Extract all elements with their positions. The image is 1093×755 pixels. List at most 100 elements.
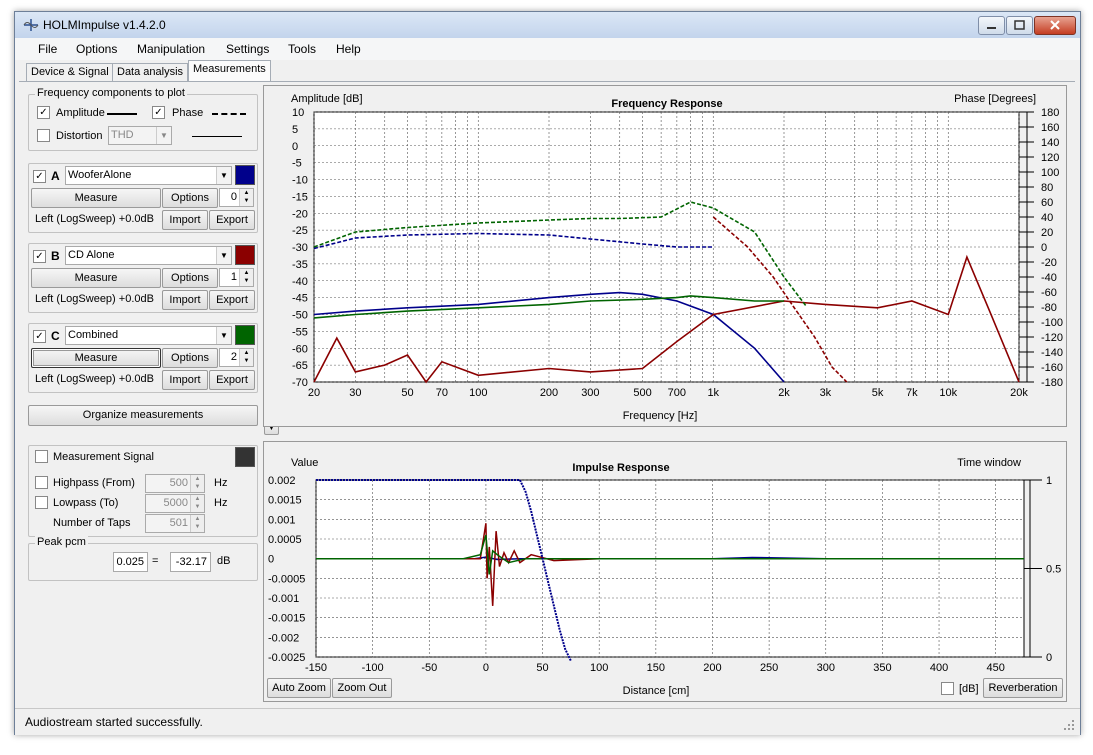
y-tick-label: -25 [292,225,308,237]
measurement-c-checkbox[interactable]: ✓ [33,330,46,343]
measurement-c-color-swatch[interactable] [235,325,255,345]
tab-device-signal[interactable]: Device & Signal [26,63,114,81]
reverberation-button[interactable]: Reverberation [983,678,1063,698]
spinner-arrows-icon[interactable]: ▲ ▼ [239,189,253,206]
y-tick-label: -0.0015 [268,613,305,625]
zoom-out-button[interactable]: Zoom Out [332,678,392,698]
y2-tick-label: 0 [1046,652,1052,664]
y2-tick-label: -60 [1041,287,1057,299]
measurement-a-panel: ✓ A WooferAlone ▼ Measure Options 0 ▲ ▼ L… [28,163,258,233]
distortion-checkbox[interactable] [37,129,50,142]
y-tick-label: -5 [292,158,302,170]
spinner-arrows-icon[interactable]: ▲ ▼ [239,349,253,366]
close-button[interactable] [1034,16,1076,35]
measurement-a-measure-button[interactable]: Measure [31,188,161,208]
highpass-checkbox[interactable] [35,476,48,489]
tab-measurements[interactable]: Measurements [188,60,271,82]
x-tick-label: 20 [308,387,320,399]
taps-spinner[interactable]: 501 ▲ ▼ [145,514,205,533]
measurement-a-import-button[interactable]: Import [162,210,208,230]
peak-pcm-value: 0.025 [113,552,148,572]
measurement-b-options-button[interactable]: Options [162,268,218,288]
amplitude-checkbox[interactable]: ✓ [37,106,50,119]
menu-options[interactable]: Options [76,42,118,56]
measurement-signal-checkbox[interactable] [35,450,48,463]
measurement-b-import-button[interactable]: Import [162,290,208,310]
organize-measurements-button[interactable]: Organize measurements [28,405,258,426]
measurement-a-checkbox[interactable]: ✓ [33,170,46,183]
measurement-a-source: Left (LogSweep) +0.0dB [35,213,154,225]
y-tick-label: -0.002 [268,632,299,644]
y2-tick-label: 20 [1041,227,1053,239]
db-checkbox[interactable] [941,682,954,695]
y-tick-label: -0.0005 [268,573,305,585]
spinner-arrows-icon[interactable]: ▲ ▼ [190,515,204,532]
peak-equals: = [152,555,159,567]
measurement-c-measure-button[interactable]: Measure [31,348,161,368]
measurement-c-export-button[interactable]: Export [209,370,255,390]
measurement-a-offset-spinner[interactable]: 0 ▲ ▼ [219,188,254,207]
measurement-b-source: Left (LogSweep) +0.0dB [35,293,154,305]
chevron-down-icon: ▼ [216,167,231,184]
series-cd-alone-phase [712,216,848,383]
y-tick-label: 0.001 [268,514,296,526]
y2-tick-label: 40 [1041,212,1053,224]
menu-file[interactable]: File [38,42,58,56]
series-combined-amplitude [313,295,784,319]
distortion-type-select[interactable]: THD ▼ [108,126,172,145]
auto-zoom-button[interactable]: Auto Zoom [267,678,331,698]
measurement-b-offset-spinner[interactable]: 1 ▲ ▼ [219,268,254,287]
measurement-c-panel: ✓ C Combined ▼ Measure Options 2 ▲ ▼ Left… [28,323,258,393]
y2-tick-label: 180 [1041,107,1059,119]
y-tick-label: 5 [292,124,298,136]
menu-settings[interactable]: Settings [226,42,270,56]
peak-pcm-group: Peak pcm 0.025 = -32.17 dB [28,536,258,581]
lowpass-value: 5000 [163,497,188,509]
y-tick-label: -20 [292,208,308,220]
series-combined-phase [313,201,808,308]
x-axis-label: Distance [cm] [623,685,690,697]
series-time-window [316,479,572,662]
y2-tick-label: -100 [1041,317,1063,329]
measurement-a-options-button[interactable]: Options [162,188,218,208]
y2-tick-label: -40 [1041,272,1057,284]
measurement-c-import-button[interactable]: Import [162,370,208,390]
menu-tools[interactable]: Tools [288,42,317,56]
y2-tick-label: 60 [1041,197,1053,209]
measurement-signal-color-swatch[interactable] [235,447,255,467]
measurement-a-name-select[interactable]: WooferAlone ▼ [65,166,232,185]
lowpass-spinner[interactable]: 5000 ▲ ▼ [145,494,205,513]
measurement-signal-group: Measurement Signal Highpass (From) 500 ▲… [28,445,258,537]
menu-manipulation[interactable]: Manipulation [137,42,206,56]
maximize-button[interactable] [1006,16,1033,35]
measurement-b-export-button[interactable]: Export [209,290,255,310]
measurement-c-offset-spinner[interactable]: 2 ▲ ▼ [219,348,254,367]
phase-checkbox[interactable]: ✓ [152,106,165,119]
y-tick-label: -45 [292,293,308,305]
lowpass-checkbox[interactable] [35,496,48,509]
measurement-b-name-select[interactable]: CD Alone ▼ [65,246,232,265]
highpass-value: 500 [169,477,188,489]
tab-data-analysis[interactable]: Data analysis [112,63,189,81]
highpass-spinner[interactable]: 500 ▲ ▼ [145,474,205,493]
measurement-c-name-select[interactable]: Combined ▼ [65,326,232,345]
maximize-icon [1014,20,1025,30]
measurement-a-color-swatch[interactable] [235,165,255,185]
measurement-b-measure-button[interactable]: Measure [31,268,161,288]
spinner-arrows-icon[interactable]: ▲ ▼ [190,495,204,512]
resize-grip-icon[interactable] [1063,719,1075,731]
x-tick-label: 200 [703,662,721,674]
measurement-b-color-swatch[interactable] [235,245,255,265]
spinner-arrows-icon[interactable]: ▲ ▼ [239,269,253,286]
measurement-c-options-button[interactable]: Options [162,348,218,368]
measurement-c-name: Combined [68,329,119,341]
impulse-response-chart[interactable]: -150 -100 -50 0 50 100 150 200 250 300 350 400 4500.… [264,442,1066,701]
measurement-a-export-button[interactable]: Export [209,210,255,230]
highpass-label: Highpass (From) [53,477,135,489]
frequency-response-chart[interactable]: 1050-5-10-15-20-25-30-35-40-45-50-55-60-… [264,86,1066,426]
spinner-arrows-icon[interactable]: ▲ ▼ [190,475,204,492]
menu-help[interactable]: Help [336,42,361,56]
measurement-b-name: CD Alone [68,249,115,261]
measurement-b-checkbox[interactable]: ✓ [33,250,46,263]
minimize-button[interactable] [978,16,1005,35]
